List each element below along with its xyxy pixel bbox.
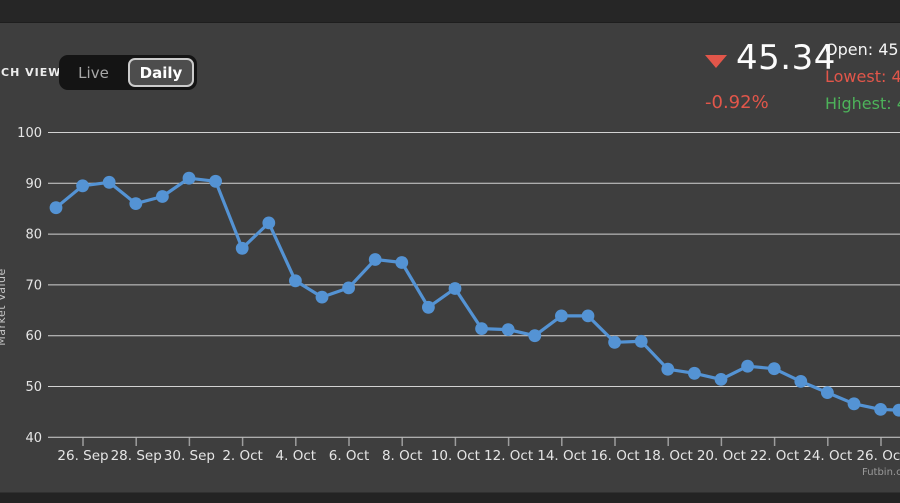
y-axis-tick-label: 90 (25, 177, 42, 192)
x-axis-tick-label: 24. Oct (803, 448, 852, 464)
x-axis-tick-label: 30. Sep (164, 448, 215, 464)
price-point[interactable] (129, 197, 143, 211)
price-point[interactable] (847, 397, 861, 411)
graph-view-label: CH VIEW (1, 66, 62, 79)
x-axis-tick-label: 12. Oct (484, 448, 533, 464)
price-point[interactable] (608, 335, 621, 349)
x-axis-tick-label: 4. Oct (276, 448, 317, 464)
series-layer (49, 171, 900, 417)
price-point[interactable] (661, 362, 675, 376)
x-axis-tick-label: 14. Oct (537, 448, 586, 464)
x-axis-tick-label: 10. Oct (431, 448, 480, 464)
bottom-bar (0, 492, 900, 503)
open-price: Open: 45.7 (825, 40, 900, 59)
price-point[interactable] (767, 362, 781, 376)
top-bar (0, 0, 900, 23)
price-stats: Open: 45.7 Lowest: 44 Highest: 45 (825, 36, 900, 117)
price-point[interactable] (289, 274, 302, 288)
price-point[interactable] (49, 201, 63, 215)
y-axis-tick-label: 100 (17, 126, 42, 141)
price-point[interactable] (714, 373, 728, 386)
highest-price: Highest: 45 (825, 94, 900, 113)
y-axis-tick-label: 50 (25, 380, 42, 395)
price-point[interactable] (501, 323, 515, 336)
grid-layer (48, 132, 900, 438)
price-point[interactable] (235, 241, 249, 255)
y-axis-tick-label: 80 (25, 228, 42, 243)
price-point[interactable] (342, 281, 355, 295)
price-point[interactable] (395, 256, 409, 269)
y-axis-tick-label: 70 (25, 278, 42, 293)
live-tab[interactable]: Live (78, 63, 109, 82)
price-point[interactable] (156, 190, 169, 203)
price-change-percent: -0.92% (705, 92, 769, 113)
price-point[interactable] (448, 282, 462, 295)
y-axis-tick-label: 60 (25, 329, 42, 344)
price-point[interactable] (794, 375, 808, 388)
x-axis-tick-label: 2. Oct (222, 448, 263, 464)
x-axis-tick-label: 26. Oct (856, 448, 900, 464)
futbin-watermark: Futbin.c (862, 467, 900, 478)
x-axis-tick-label: 18. Oct (644, 448, 693, 464)
x-axis-tick-label: 26. Sep (57, 448, 108, 464)
price-point[interactable] (315, 290, 329, 304)
y-axis-title: Market Value (0, 268, 8, 346)
price-point[interactable] (422, 300, 435, 314)
price-point[interactable] (76, 179, 89, 193)
price-point[interactable] (741, 359, 754, 373)
x-axis-tick-label: 6. Oct (329, 448, 370, 464)
x-axis-tick-label: 22. Oct (750, 448, 799, 464)
price-point[interactable] (634, 334, 648, 348)
current-price: 45.34 (736, 38, 836, 78)
price-point[interactable] (821, 386, 834, 399)
x-axis-tick-label: 28. Sep (111, 448, 162, 464)
price-point[interactable] (555, 309, 568, 323)
price-line (54, 176, 900, 412)
price-point[interactable] (182, 171, 196, 185)
price-point[interactable] (528, 329, 542, 343)
lowest-price: Lowest: 44 (825, 67, 900, 86)
price-point[interactable] (262, 216, 276, 230)
price-point[interactable] (874, 403, 887, 416)
price-block: 45.34 -0.92% (705, 38, 835, 113)
price-point[interactable] (209, 174, 223, 188)
x-axis-tick-label: 8. Oct (382, 448, 423, 464)
price-point[interactable] (368, 253, 382, 266)
price-point[interactable] (581, 309, 595, 323)
live-daily-toggle: Live Daily (59, 55, 197, 90)
daily-tab[interactable]: Daily (128, 58, 194, 87)
x-axis-tick-label: 16. Oct (590, 448, 639, 464)
price-down-arrow-icon (705, 54, 727, 68)
price-point[interactable] (892, 403, 900, 417)
price-point[interactable] (102, 175, 116, 189)
axis-layer: 100 90 80 70 60 50 40 26. Sep 28. Sep 30. Sep 2. O… (17, 126, 900, 464)
y-axis-tick-label: 40 (25, 431, 42, 446)
price-point[interactable] (688, 366, 701, 380)
x-axis-tick-label: 20. Oct (697, 448, 746, 464)
price-point[interactable] (475, 322, 488, 335)
